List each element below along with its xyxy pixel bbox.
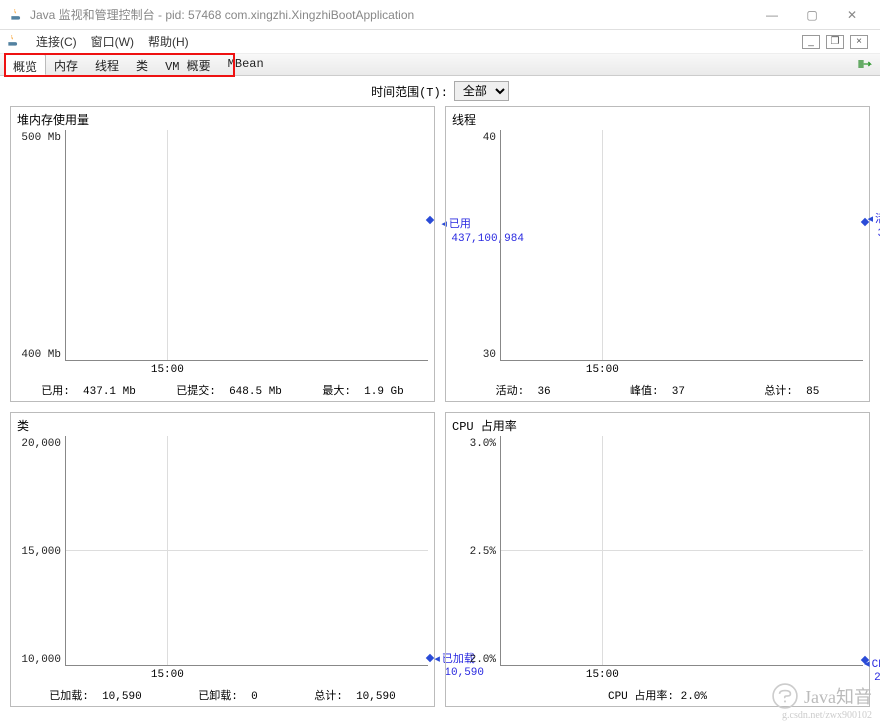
panel-stats: 已加载: 10,590 已卸载: 0 总计: 10,590: [17, 684, 428, 704]
plot: 15:00: [500, 436, 863, 667]
panel-stats: 活动: 36 峰值: 37 总计: 85: [452, 379, 863, 399]
time-range-label: 时间范围(T):: [371, 83, 448, 100]
mdi-restore-button[interactable]: ❐: [826, 35, 844, 49]
panel-classes: 类 20,00015,00010,000 15:00 ◂已加载 10,590 已…: [10, 412, 435, 708]
stat-item: 总计: 10,590: [314, 687, 395, 703]
stat-item: CPU 占用率: 2.0%: [608, 687, 707, 703]
tab-VM 概要[interactable]: VM 概要: [157, 54, 220, 75]
panel-cpu: CPU 占用率 3.0%2.5%2.0% 15:00 ◂CPU 占用率 2.0%…: [445, 412, 870, 708]
stat-item: 最大: 1.9 Gb: [322, 382, 403, 398]
panel-heap: 堆内存使用量 500 Mb 400 Mb 15:00 ◂已用 437,100,9…: [10, 106, 435, 402]
stat-item: 已用: 437.1 Mb: [41, 382, 136, 398]
panel-title: 堆内存使用量: [17, 111, 428, 128]
chart-legend: ◂活动线程 36: [867, 214, 880, 240]
chart-threads: 40 30 15:00 ◂活动线程 36: [452, 130, 863, 379]
java-icon: [6, 34, 22, 50]
chart-classes: 20,00015,00010,000 15:00 ◂已加载 10,590: [17, 436, 428, 685]
tab-线程[interactable]: 线程: [87, 54, 128, 75]
connection-status-icon: [856, 56, 874, 75]
panel-stats: CPU 占用率: 2.0%: [452, 684, 863, 704]
java-icon: [8, 7, 24, 23]
tab-内存[interactable]: 内存: [46, 54, 87, 75]
time-range-select[interactable]: 全部: [454, 81, 509, 101]
tab-MBean[interactable]: MBean: [220, 54, 273, 75]
mdi-close-button[interactable]: ×: [850, 35, 868, 49]
window-minimize-button[interactable]: —: [752, 1, 792, 29]
window-close-button[interactable]: ✕: [832, 1, 872, 29]
stat-item: 已加载: 10,590: [49, 687, 141, 703]
menubar: 连接(C) 窗口(W) 帮助(H) _ ❐ ×: [0, 30, 880, 54]
tabbar: 概览内存线程类VM 概要MBean: [0, 54, 880, 76]
menu-help[interactable]: 帮助(H): [142, 31, 195, 52]
plot: 15:00: [65, 130, 428, 361]
tab-概览[interactable]: 概览: [4, 54, 46, 75]
chart-cpu: 3.0%2.5%2.0% 15:00 ◂CPU 占用率 2.0%: [452, 436, 863, 685]
menu-connect[interactable]: 连接(C): [30, 31, 83, 52]
yaxis: 40 30: [452, 130, 500, 379]
mdi-minimize-button[interactable]: _: [802, 35, 820, 49]
menu-window[interactable]: 窗口(W): [85, 31, 140, 52]
panel-stats: 已用: 437.1 Mb 已提交: 648.5 Mb 最大: 1.9 Gb: [17, 379, 428, 399]
mdi-window-controls: _ ❐ ×: [802, 35, 874, 49]
yaxis: 3.0%2.5%2.0%: [452, 436, 500, 685]
time-range-bar: 时间范围(T): 全部: [0, 76, 880, 106]
panel-title: CPU 占用率: [452, 417, 863, 434]
stat-item: 总计: 85: [764, 382, 819, 398]
window-title: Java 监视和管理控制台 - pid: 57468 com.xingzhi.X…: [30, 6, 414, 23]
yaxis: 500 Mb 400 Mb: [17, 130, 65, 379]
yaxis: 20,00015,00010,000: [17, 436, 65, 685]
overview-grid: 堆内存使用量 500 Mb 400 Mb 15:00 ◂已用 437,100,9…: [0, 106, 880, 713]
plot: 15:00: [65, 436, 428, 667]
stat-item: 已卸载: 0: [198, 687, 257, 703]
chart-heap: 500 Mb 400 Mb 15:00 ◂已用 437,100,984: [17, 130, 428, 379]
chart-legend: ◂CPU 占用率 2.0%: [864, 659, 880, 685]
window-maximize-button[interactable]: ▢: [792, 1, 832, 29]
tab-类[interactable]: 类: [128, 54, 157, 75]
plot: 15:00: [500, 130, 863, 361]
window-titlebar: Java 监视和管理控制台 - pid: 57468 com.xingzhi.X…: [0, 0, 880, 30]
panel-threads: 线程 40 30 15:00 ◂活动线程 36 活动: 36 峰值: 37 总计: …: [445, 106, 870, 402]
stat-item: 已提交: 648.5 Mb: [176, 382, 282, 398]
stat-item: 活动: 36: [496, 382, 551, 398]
panel-title: 类: [17, 417, 428, 434]
panel-title: 线程: [452, 111, 863, 128]
stat-item: 峰值: 37: [630, 382, 685, 398]
